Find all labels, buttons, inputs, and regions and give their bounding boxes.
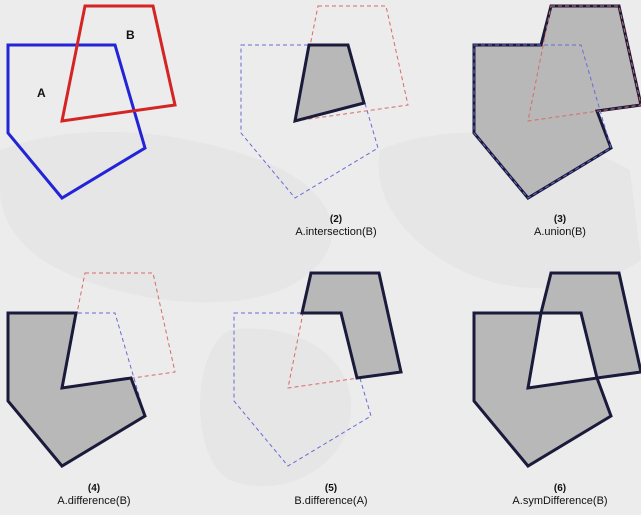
ghost-a-outline bbox=[240, 44, 379, 199]
result-a-difference-shape bbox=[6, 311, 147, 468]
ghost-b-outline bbox=[527, 5, 641, 122]
background-landmass bbox=[378, 132, 641, 289]
panel-union bbox=[472, 4, 641, 200]
result-sym-difference-shape bbox=[539, 271, 641, 380]
result-intersection-shape bbox=[293, 43, 366, 124]
panel-intersection bbox=[240, 5, 409, 199]
caption-operation: A.intersection(B) bbox=[295, 226, 377, 238]
caption-number: (4) bbox=[87, 483, 101, 494]
caption-intersection: (2) A.intersection(B) bbox=[246, 213, 426, 239]
background-landmass bbox=[200, 328, 352, 487]
result-b-difference-shape bbox=[300, 271, 403, 380]
background-landmass bbox=[0, 131, 333, 303]
panel-source bbox=[6, 4, 177, 200]
caption-number: (2) bbox=[329, 214, 343, 225]
polygon-a bbox=[6, 43, 147, 200]
ghost-a-outline bbox=[473, 44, 612, 199]
polygon-a-label: A bbox=[37, 86, 46, 100]
caption-sym-difference: (6) A.symDifference(B) bbox=[470, 482, 641, 508]
caption-number: (6) bbox=[553, 483, 567, 494]
caption-number: (5) bbox=[324, 483, 338, 494]
caption-operation: B.difference(A) bbox=[294, 495, 368, 507]
caption-b-difference: (5) B.difference(A) bbox=[241, 482, 421, 508]
caption-a-difference: (4) A.difference(B) bbox=[4, 482, 184, 508]
result-sym-difference-shape bbox=[472, 311, 613, 468]
caption-operation: A.difference(B) bbox=[57, 495, 131, 507]
polygon-b-label: B bbox=[126, 28, 135, 42]
polygon-b bbox=[60, 4, 177, 123]
caption-union: (3) A.union(B) bbox=[470, 213, 641, 239]
panel-sym-difference bbox=[472, 271, 641, 468]
ghost-a-outline bbox=[233, 312, 372, 467]
caption-operation: A.union(B) bbox=[534, 226, 586, 238]
panel-a-difference bbox=[6, 272, 176, 468]
panel-b-difference bbox=[233, 271, 403, 467]
caption-operation: A.symDifference(B) bbox=[512, 495, 608, 507]
caption-number: (3) bbox=[553, 214, 567, 225]
